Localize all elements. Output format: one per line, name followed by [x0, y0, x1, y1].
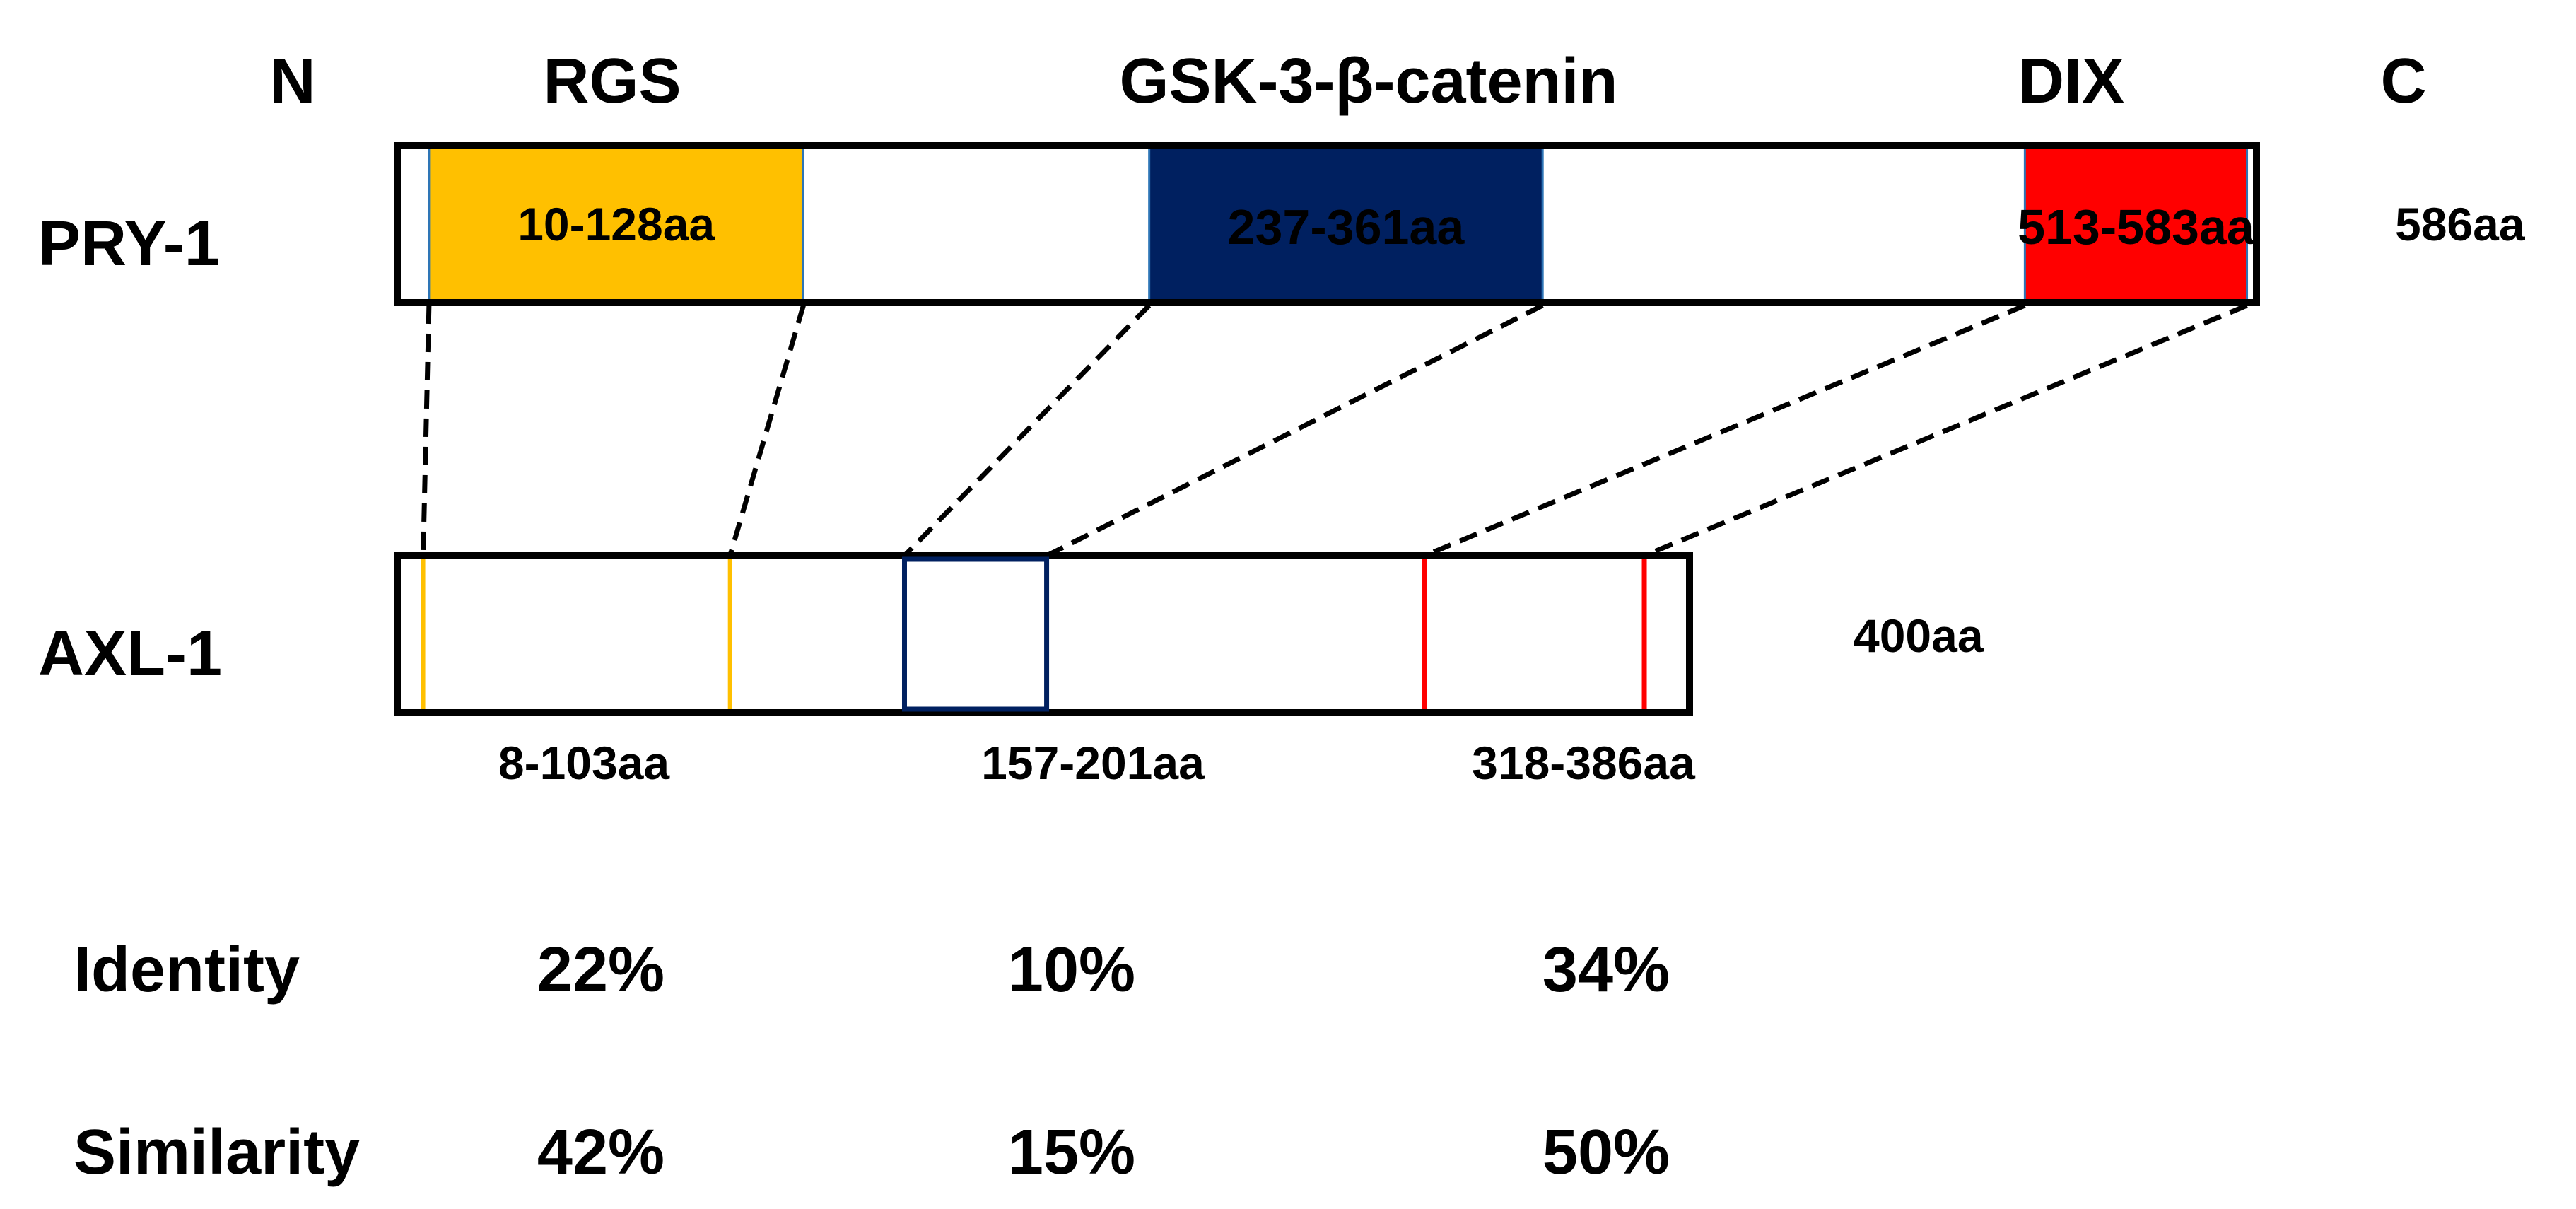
- axl1-length: 400aa: [1854, 609, 1984, 662]
- similarity-gsk3: 15%: [1008, 1117, 1135, 1188]
- connector-gsk3-end: [1045, 303, 1544, 559]
- axl1-gsk3-box: [901, 556, 1050, 712]
- homology-connectors: [421, 303, 2248, 559]
- dix-domain-label: DIX: [2018, 46, 2124, 117]
- pry1-bar: 10-128aa 237-361aa 513-583aa: [394, 142, 2260, 306]
- pry1-outline: [394, 142, 2260, 306]
- identity-label: Identity: [74, 935, 300, 1005]
- pry1-domain-rgs: [428, 144, 804, 304]
- pry1-domain-gsk3: [1148, 144, 1544, 304]
- similarity-dix: 50%: [1542, 1117, 1670, 1188]
- axl1-name: AXL-1: [38, 619, 222, 689]
- similarity-rgs: 42%: [537, 1117, 665, 1188]
- axl1-outline: [394, 552, 1693, 716]
- pry1-dix-range: 513-583aa: [2018, 199, 2255, 255]
- n-terminus-label: N: [270, 46, 316, 117]
- pry1-length: 586aa: [2395, 198, 2526, 250]
- connector-dix-end: [1643, 303, 2248, 559]
- gsk3-domain-label: GSK-3-β-catenin: [1119, 46, 1617, 117]
- axl1-bar: [394, 552, 1693, 716]
- connector-rgs-start: [421, 305, 432, 556]
- axl1-dix-range: 318-386aa: [1472, 737, 1696, 789]
- pry1-name: PRY-1: [38, 209, 220, 279]
- identity-gsk3: 10%: [1008, 935, 1135, 1005]
- identity-dix: 34%: [1542, 935, 1670, 1005]
- connector-rgs-end: [727, 305, 806, 556]
- axl1-rgs-range: 8-103aa: [498, 737, 671, 789]
- similarity-label: Similarity: [74, 1117, 360, 1188]
- connector-gsk3-start: [902, 303, 1152, 558]
- rgs-domain-label: RGS: [543, 46, 681, 117]
- c-terminus-label: C: [2381, 46, 2427, 117]
- pry1-rgs-range: 10-128aa: [517, 198, 715, 250]
- axl1-gsk3-range: 157-201aa: [981, 737, 1205, 789]
- connector-dix-start: [1423, 303, 2026, 559]
- pry1-gsk3-range: 237-361aa: [1228, 199, 1465, 255]
- identity-rgs: 22%: [537, 935, 665, 1005]
